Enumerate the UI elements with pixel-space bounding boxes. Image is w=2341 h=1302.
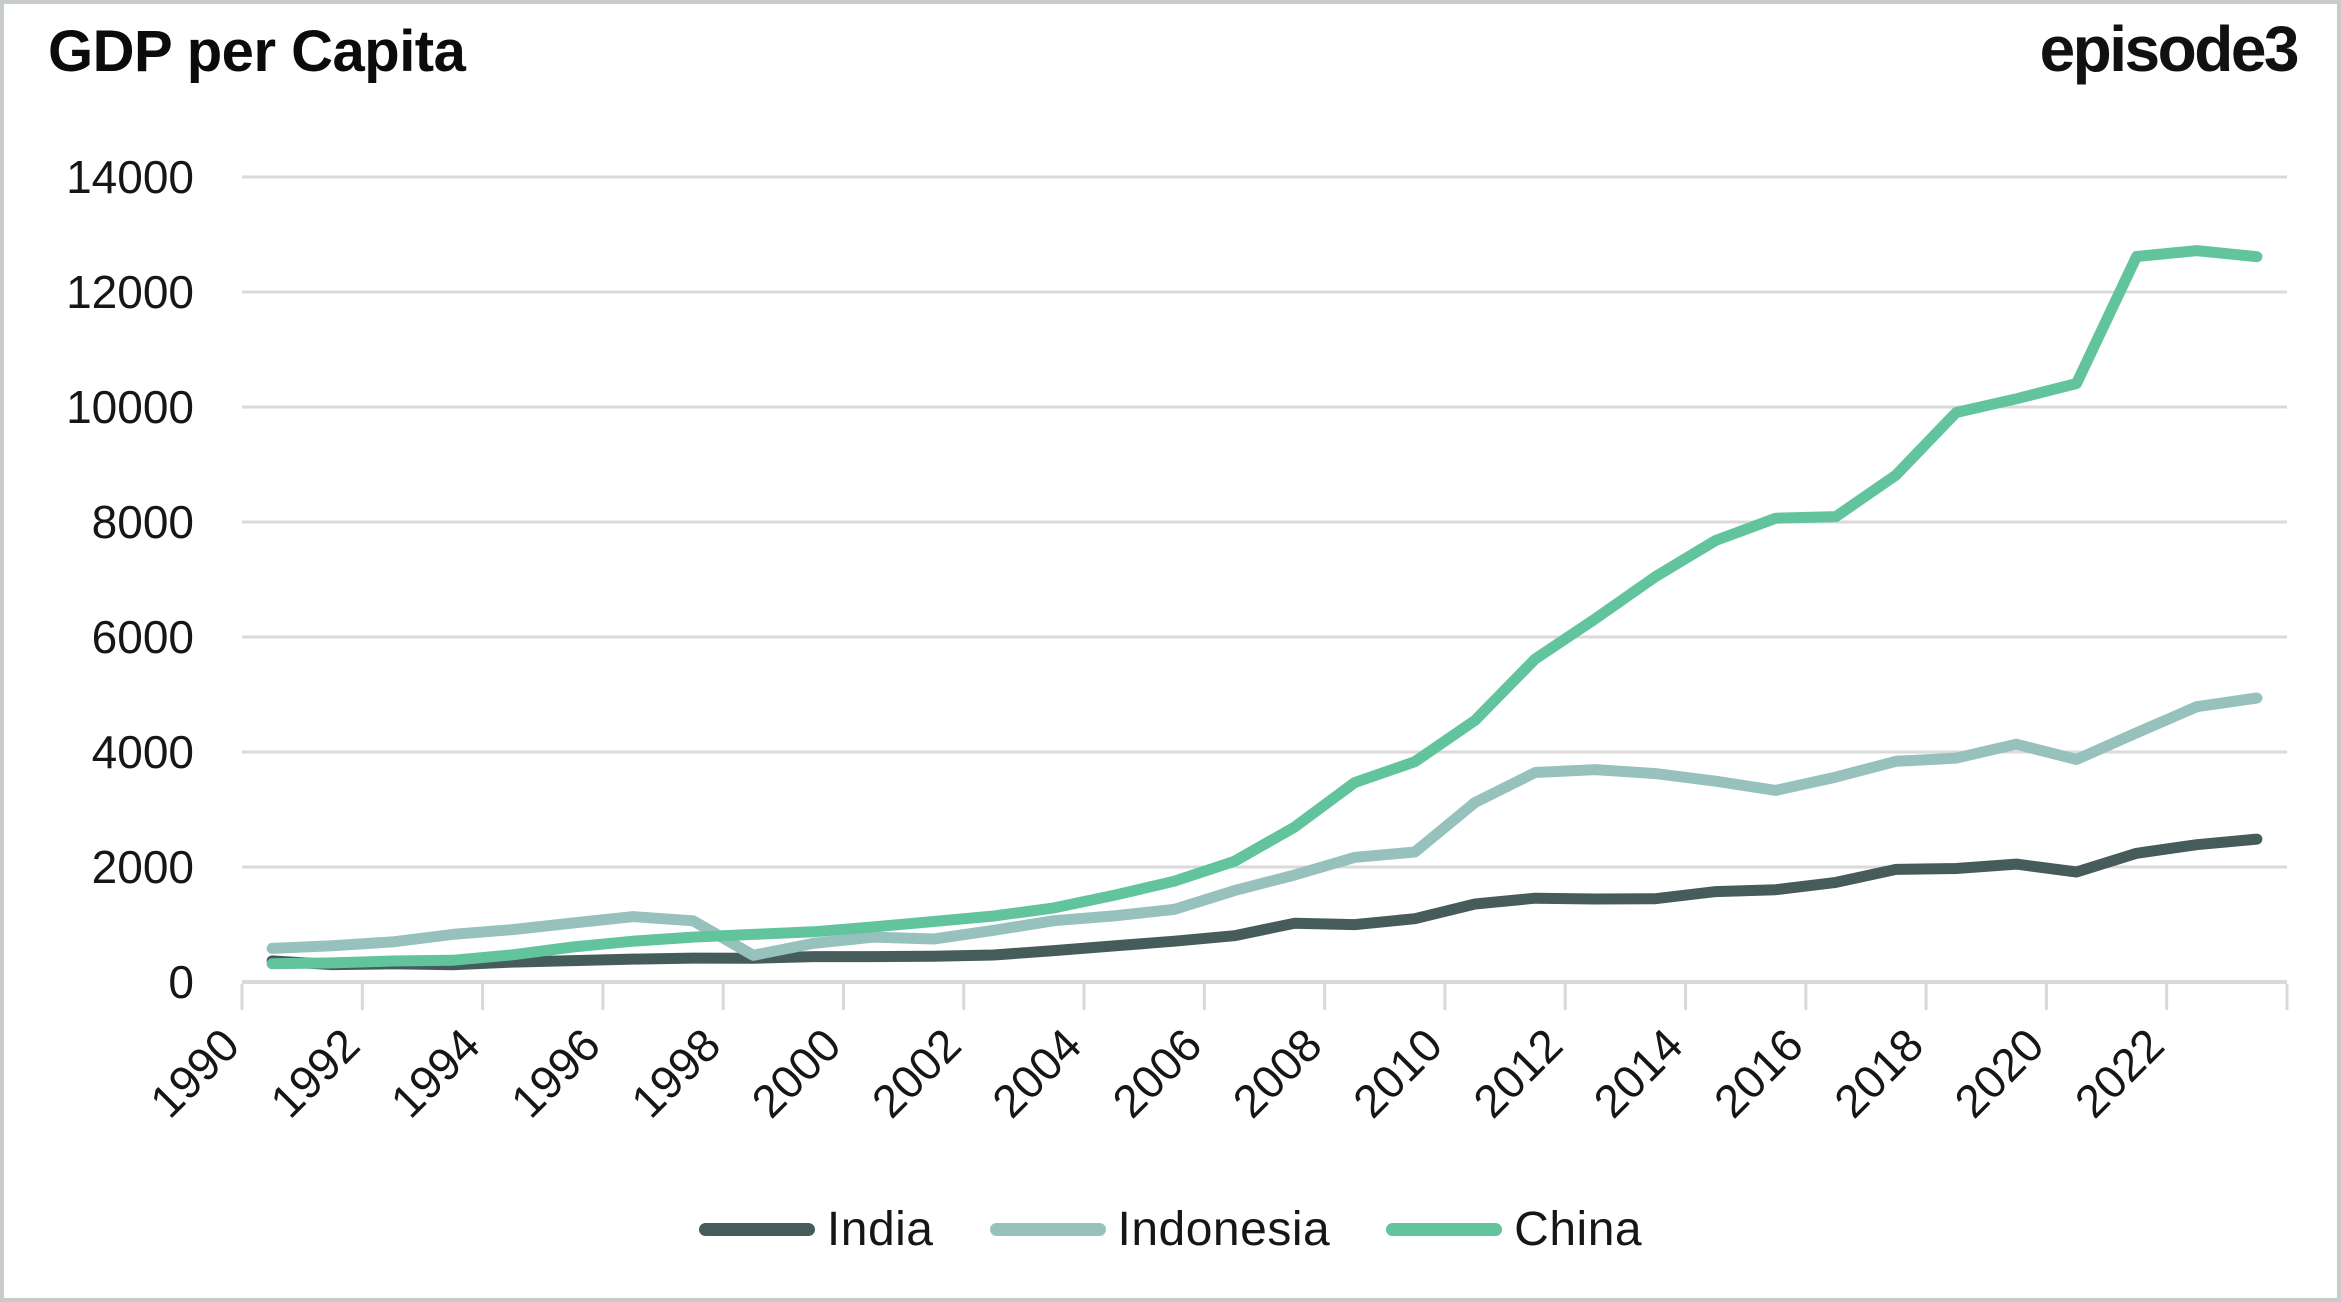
x-axis-tick-label: 2012 xyxy=(1463,1018,1572,1127)
x-axis-tick-label: 1998 xyxy=(621,1018,730,1127)
legend-swatch-indonesia xyxy=(989,1223,1106,1236)
y-axis-tick-label: 4000 xyxy=(92,726,194,778)
brand-logo: episode3 xyxy=(2039,13,2300,85)
x-axis-tick-label: 2006 xyxy=(1102,1018,1211,1127)
y-axis-tick-label: 0 xyxy=(168,956,194,1008)
x-axis-tick-label: 2014 xyxy=(1583,1018,1692,1127)
gdp-line-chart: 1990 1992 1994 1996 1998 2000 2002 2004 2006 2008… xyxy=(66,151,2289,1127)
y-axis-labels: 0 2000 4000 6000 8000 10000 12000 14000 xyxy=(66,151,194,1008)
y-axis-tick-label: 12000 xyxy=(66,266,194,318)
x-axis-tick-label: 1996 xyxy=(501,1018,610,1127)
x-axis-tick-label: 2002 xyxy=(862,1018,971,1127)
legend-label: India xyxy=(826,1203,934,1256)
x-axis-tick-label: 1992 xyxy=(260,1018,369,1127)
y-axis-tick-label: 14000 xyxy=(66,151,194,203)
x-axis-tick-label: 1994 xyxy=(381,1018,490,1127)
legend-item-china: China xyxy=(1386,1202,1642,1257)
x-axis-tick-label: 2010 xyxy=(1343,1018,1452,1127)
legend-item-india: India xyxy=(698,1202,934,1257)
y-axis-tick-label: 8000 xyxy=(92,496,194,548)
x-axis-tick-label: 2018 xyxy=(1824,1018,1933,1127)
x-axis-tick-label: 2008 xyxy=(1223,1018,1332,1127)
x-axis-tick-label: 2004 xyxy=(982,1018,1091,1127)
legend-label: Indonesia xyxy=(1117,1203,1331,1256)
x-axis-tick-label: 2022 xyxy=(2065,1018,2174,1127)
x-axis-tick-label: 1990 xyxy=(140,1018,249,1127)
y-axis-tick-label: 2000 xyxy=(92,841,194,893)
series-line-indonesia xyxy=(266,692,2263,961)
series-lines xyxy=(266,245,2263,971)
y-axis-tick-label: 10000 xyxy=(66,381,194,433)
series-line-china xyxy=(266,245,2263,970)
x-axis-tick-label: 2000 xyxy=(741,1018,850,1127)
chart-title: GDP per Capita xyxy=(48,19,466,84)
legend-label: China xyxy=(1514,1203,1643,1256)
gridlines xyxy=(242,175,2287,869)
x-axis-tick-label: 2020 xyxy=(1944,1018,2053,1127)
legend-swatch-india xyxy=(698,1223,815,1236)
y-axis-tick-label: 6000 xyxy=(92,611,194,663)
chart-legend: India Indonesia China xyxy=(4,1202,2337,1257)
series-line-india xyxy=(266,833,2263,971)
x-axis-tick-label: 2016 xyxy=(1704,1018,1813,1127)
legend-item-indonesia: Indonesia xyxy=(989,1202,1331,1257)
x-axis: 1990 1992 1994 1996 1998 2000 2002 2004 2006 2008… xyxy=(140,980,2289,1127)
legend-swatch-china xyxy=(1386,1223,1503,1236)
